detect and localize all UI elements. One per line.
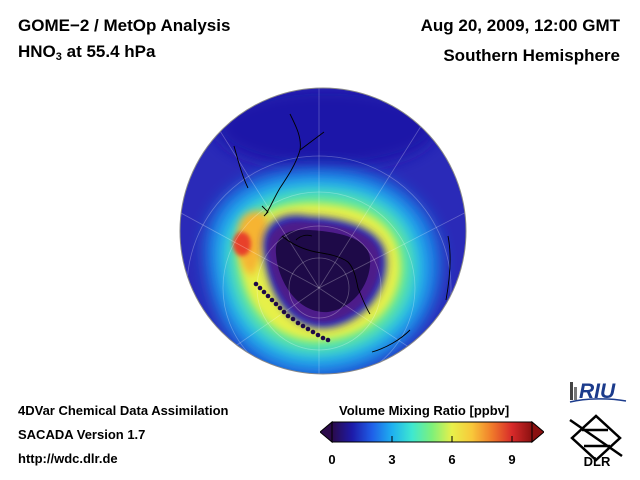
riu-bar-icon — [574, 387, 577, 400]
species-subscript: 3 — [55, 51, 62, 63]
globe-outline — [179, 87, 467, 375]
riu-logo-text: RIU — [579, 380, 616, 403]
riu-bar-icon — [570, 382, 573, 400]
colorbar-max-arrow — [531, 420, 544, 444]
coastlines — [233, 113, 451, 353]
red-maximum — [233, 232, 251, 256]
vortex-edge-dots — [253, 281, 331, 343]
colorbar-min-arrow — [320, 420, 333, 444]
colorbar-ramp — [331, 421, 533, 443]
colorbar-title: Volume Mixing Ratio [ppbv] — [339, 403, 510, 418]
low-field-north — [216, 88, 436, 168]
footer-method: 4DVar Chemical Data Assimilation — [18, 403, 229, 418]
pressure-level: at 55.4 hPa — [61, 42, 156, 61]
analysis-title: GOME−2 / MetOp Analysis — [18, 16, 231, 35]
vortex-core — [275, 229, 371, 313]
hemisphere-map — [179, 87, 467, 375]
dlr-logo: DLR — [569, 414, 623, 468]
colorbar-tick-label: 0 — [328, 452, 336, 467]
colorbar-tick-label: 3 — [388, 452, 396, 467]
footer-version: SACADA Version 1.7 — [18, 427, 146, 442]
colorbar-tick-label: 9 — [508, 452, 516, 467]
date-label: Aug 20, 2009, 12:00 GMT — [420, 16, 620, 35]
riu-swoosh-icon — [569, 398, 627, 403]
species-name: HNO — [18, 42, 56, 61]
riu-logo: RIU — [569, 380, 627, 403]
hemisphere-label: Southern Hemisphere — [443, 46, 620, 65]
dlr-logo-text: DLR — [584, 454, 611, 468]
colorbar-tick-label: 6 — [448, 452, 456, 467]
orange-patch — [237, 211, 268, 276]
colorbar — [320, 420, 544, 444]
footer-url[interactable]: http://wdc.dlr.de — [18, 451, 118, 466]
species-title: HNO3 at 55.4 hPa — [18, 42, 155, 63]
dlr-emblem-icon — [569, 414, 623, 462]
